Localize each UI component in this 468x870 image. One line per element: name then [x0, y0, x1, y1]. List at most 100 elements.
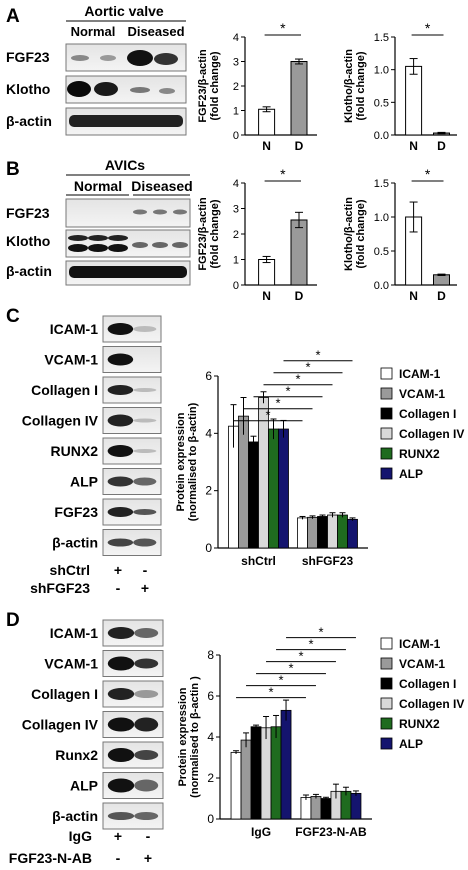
x-tick-label: N [262, 139, 271, 153]
bar [258, 108, 276, 136]
treatment-label: FGF23-N-AB [9, 850, 92, 866]
treatment-sign: + [114, 562, 122, 578]
blot-band [134, 717, 159, 732]
bar [327, 514, 338, 549]
x-tick-label: N [409, 139, 418, 153]
blot-band [107, 812, 135, 820]
y-axis-label: (fold change) [355, 199, 367, 268]
legend-swatch [380, 407, 393, 420]
legend-label: ALP [399, 737, 423, 751]
treatment-label: IgG [69, 828, 92, 844]
y-tick-label: 4 [205, 426, 212, 440]
legend-label: ALP [399, 467, 423, 481]
x-tick-label: D [437, 139, 446, 153]
bar [238, 415, 249, 549]
blot-band [107, 323, 134, 335]
blot-row-label: FGF23 [6, 49, 50, 65]
x-tick-label: IgG [251, 825, 271, 839]
significance-star: * [275, 396, 280, 411]
blot-col-label: Diseased [131, 178, 192, 194]
blot-row-label: Collagen IV [22, 413, 99, 429]
legend-swatch [380, 677, 393, 690]
chart-a-fgf23: 0 1 2 3 4 FGF23/β-actin (fold change) N D * [197, 20, 317, 153]
y-tick-label: 1 [233, 255, 239, 267]
significance-star: * [425, 20, 431, 36]
y-tick-label: 0 [205, 541, 212, 555]
chart-c-protein-expression: 0 2 4 6 Protein expression (normalised to β-a… [175, 348, 464, 568]
y-tick-label: 8 [207, 648, 214, 662]
y-tick-label: 1.5 [374, 178, 389, 190]
blot-row-label: VCAM-1 [44, 656, 98, 672]
western-blot-b: AVICs Normal Diseased FGF23 Klotho β-act… [6, 157, 193, 286]
y-axis-label: (fold change) [355, 51, 367, 120]
bar [250, 726, 262, 820]
significance-star: * [268, 685, 273, 700]
blot-band [107, 385, 134, 395]
panel-letter: C [6, 306, 20, 327]
blot-row-label: ALP [70, 778, 98, 794]
y-tick-label: 1 [233, 106, 239, 118]
bar [270, 726, 282, 820]
chart-a-klotho: 0.0 0.5 1.0 1.5 Klotho/β-actin (fold change) N… [343, 20, 457, 153]
y-axis-label: (normalised to β-actin ) [189, 676, 201, 798]
western-blot-d: ICAM-1 VCAM-1 Collagen I Collagen IV Runx2 AL… [9, 619, 164, 866]
significance-star: * [278, 673, 283, 688]
legend-label: RUNX2 [399, 447, 440, 461]
treatment-sign: - [116, 850, 121, 866]
bar [230, 751, 242, 820]
blot-band [134, 658, 159, 669]
blot-band [107, 656, 135, 671]
blot-row-label: VCAM-1 [44, 352, 98, 368]
significance-star: * [285, 384, 290, 399]
bar [347, 518, 358, 549]
bar [260, 727, 272, 820]
y-tick-label: 0.5 [374, 97, 389, 109]
legend-swatch [380, 467, 393, 480]
significance-star: * [305, 360, 310, 375]
significance-star: * [280, 166, 286, 182]
blot-row-label: RUNX2 [51, 443, 99, 459]
significance-star: * [318, 625, 323, 640]
x-tick-label: D [437, 289, 446, 303]
panel-b: B AVICs Normal Diseased FGF23 Klotho β-a… [6, 157, 457, 303]
blot-band [133, 449, 157, 453]
blot-band [133, 538, 157, 547]
chart-d-protein-expression: 0 2 4 6 8 Protein expression (normalised to β-… [177, 625, 464, 839]
blot-row-label: β-actin [52, 808, 98, 824]
y-tick-label: 2 [207, 771, 214, 785]
y-tick-label: 2 [233, 81, 239, 93]
blot-row-label: Collagen I [31, 686, 98, 702]
blot-band [107, 445, 134, 457]
bar [320, 798, 332, 820]
legend-label: Collagen IV [399, 427, 464, 441]
y-tick-label: 2 [233, 229, 239, 241]
blot-row-label: Collagen IV [22, 717, 99, 733]
y-tick-label: 1.5 [374, 32, 389, 44]
chart-b-klotho: 0.0 0.5 1.0 1.5 Klotho/β-actin (fold change) N… [343, 166, 457, 303]
legend-label: Collagen I [399, 407, 456, 421]
blot-band [107, 476, 134, 487]
legend-swatch [380, 737, 393, 750]
x-tick-label: N [262, 289, 271, 303]
blot-col-label: Normal [71, 24, 116, 39]
blot-group-header: Aortic valve [84, 3, 164, 19]
bar [310, 796, 322, 820]
blot-row-label: Klotho [6, 81, 50, 97]
y-tick-label: 6 [205, 369, 212, 383]
blot-row-label: ICAM-1 [50, 321, 98, 337]
blot-band [133, 418, 157, 423]
western-blot-a: Aortic valve Normal Diseased FGF23 Kloth… [6, 3, 187, 136]
y-axis-label: (normalised to β-actin) [187, 402, 199, 521]
treatment-label: shCtrl [50, 562, 90, 578]
bar [307, 516, 318, 549]
blot-row-label: ALP [70, 474, 98, 490]
y-tick-label: 3 [233, 204, 239, 216]
blot-band [133, 388, 157, 392]
y-tick-label: 0.0 [374, 280, 389, 292]
bar [337, 514, 348, 549]
blot-band [107, 507, 134, 517]
bar [340, 790, 352, 820]
x-tick-label: FGF23-N-AB [295, 825, 367, 839]
blot-band [134, 812, 159, 820]
x-tick-label: D [295, 139, 304, 153]
